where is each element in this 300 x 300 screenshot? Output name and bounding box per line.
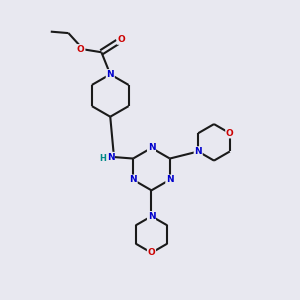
Text: N: N — [106, 153, 114, 162]
Text: O: O — [226, 129, 234, 138]
Text: N: N — [129, 175, 137, 184]
Text: N: N — [148, 212, 155, 221]
Text: N: N — [148, 143, 155, 152]
Text: N: N — [166, 175, 174, 184]
Text: O: O — [117, 35, 125, 44]
Text: N: N — [194, 147, 202, 156]
Text: O: O — [148, 248, 155, 257]
Text: O: O — [77, 45, 85, 54]
Text: N: N — [106, 70, 114, 79]
Text: H: H — [99, 154, 106, 163]
